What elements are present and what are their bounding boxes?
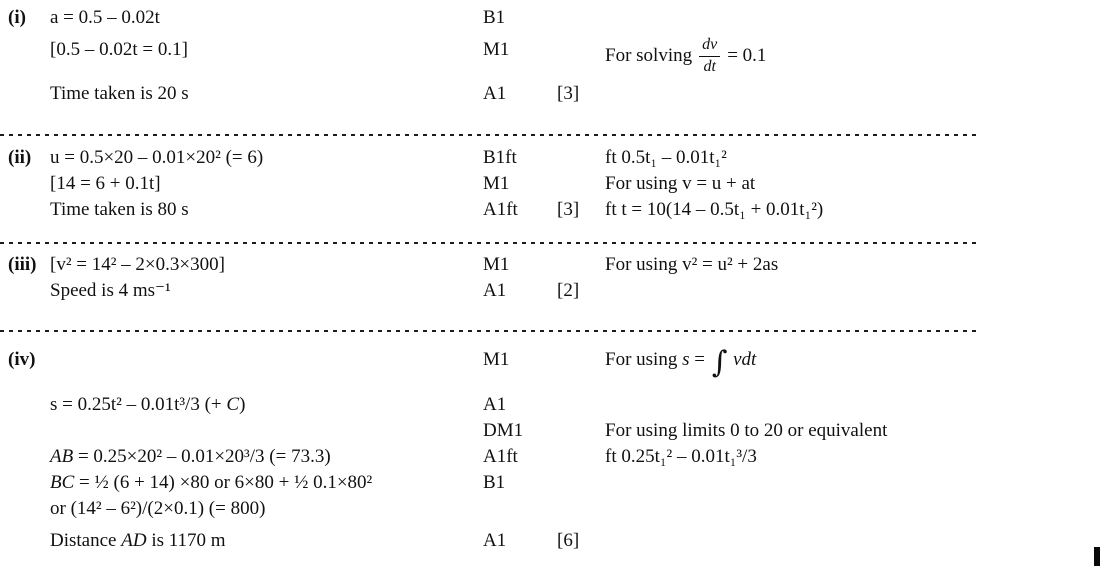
comment-variable: vdt [733, 349, 757, 370]
mark-row: AB = 0.25×20² – 0.01×20³/3 (= 73.3) A1ft… [0, 444, 1100, 470]
examiner-comment: ft t = 10(14 – 0.5t₁ + 0.01t₁²) [605, 199, 824, 220]
working-line: u = 0.5×20 – 0.01×20² (= 6) [50, 147, 264, 168]
mark-row: [14 = 6 + 0.1t] M1 For using v = u + at [0, 171, 1100, 197]
section-iii: (iii) [v² = 14² – 2×0.3×300] M1 For usin… [0, 244, 1100, 330]
examiner-comment: ft 0.25t₁² – 0.01t₁³/3 [605, 446, 757, 467]
working-variable: AD [121, 530, 147, 551]
comment-variable: s [682, 349, 690, 370]
mark-code: B1 [483, 7, 506, 28]
working-line: BC = ½ (6 + 14) ×80 or 6×80 + ½ 0.1×80² [50, 470, 483, 496]
marks-total: [3] [557, 83, 580, 104]
fraction-dv-dt: dv dt [699, 36, 721, 76]
mark-row: (iv) M1 For using s = ∫ vdt [0, 345, 1100, 380]
part-label: (iv) [8, 349, 36, 370]
examiner-comment: For using limits 0 to 20 or equivalent [605, 420, 888, 441]
mark-row: DM1 For using limits 0 to 20 or equivale… [0, 418, 1100, 444]
working-text: ) [239, 394, 246, 415]
working-line: AB = 0.25×20² – 0.01×20³/3 (= 73.3) [50, 444, 483, 470]
mark-code: M1 [483, 173, 510, 194]
comment-text: = 0.1 [727, 45, 767, 66]
examiner-comment: ft 0.5t₁ – 0.01t₁² [605, 147, 727, 168]
working-line: Distance AD is 1170 m [50, 528, 483, 554]
fraction-numerator: dv [699, 36, 721, 57]
examiner-comment: For using v = u + at [605, 173, 756, 194]
marks-total: [2] [557, 280, 580, 301]
examiner-comment: For solving dv dt = 0.1 [605, 31, 1100, 81]
working-text: is 1170 m [146, 530, 226, 551]
working-line: s = 0.25t² – 0.01t³/3 (+ C) [50, 392, 483, 418]
mark-row: (ii) u = 0.5×20 – 0.01×20² (= 6) B1ft ft… [0, 145, 1100, 171]
marks-total: [3] [557, 199, 580, 220]
mark-code: A1 [483, 394, 507, 415]
working-line: or (14² – 6²)/(2×0.1) (= 800) [50, 498, 266, 519]
working-text: Distance [50, 530, 122, 551]
section-i: (i) a = 0.5 – 0.02t B1 [0.5 – 0.02t = 0.… [0, 0, 1100, 134]
working-line: [14 = 6 + 0.1t] [50, 173, 161, 194]
comment-text: = [694, 349, 710, 370]
section-divider [0, 242, 978, 244]
section-divider [0, 134, 978, 136]
working-line: [v² = 14² – 2×0.3×300] [50, 254, 225, 275]
section-divider [0, 330, 978, 332]
mark-row: Time taken is 80 s A1ft [3] ft t = 10(14… [0, 197, 1100, 223]
working-text: = 0.25×20² – 0.01×20³/3 (= 73.3) [73, 446, 331, 467]
part-label: (i) [8, 7, 26, 28]
working-line: [0.5 – 0.02t = 0.1] [50, 39, 188, 60]
mark-code: A1 [483, 280, 507, 301]
working-line: Time taken is 80 s [50, 199, 189, 220]
mark-code: A1ft [483, 446, 518, 467]
mark-row: Distance AD is 1170 m A1 [6] [0, 528, 1100, 554]
working-line: Time taken is 20 s [50, 83, 189, 104]
mark-row: s = 0.25t² – 0.01t³/3 (+ C) A1 [0, 392, 1100, 418]
mark-row: or (14² – 6²)/(2×0.1) (= 800) [0, 496, 1100, 522]
examiner-comment: For using v² = u² + 2as [605, 254, 779, 275]
mark-code: A1 [483, 83, 507, 104]
comment-text: For using [605, 349, 683, 370]
part-label: (ii) [8, 147, 32, 168]
section-ii: (ii) u = 0.5×20 – 0.01×20² (= 6) B1ft ft… [0, 136, 1100, 242]
mark-code: M1 [483, 349, 510, 370]
comment-text: For solving [605, 45, 693, 66]
mark-code: DM1 [483, 420, 524, 441]
part-label: (iii) [8, 254, 37, 275]
mark-row: Speed is 4 ms⁻¹ A1 [2] [0, 278, 1100, 304]
section-iv: (iv) M1 For using s = ∫ vdt s = 0.25t² –… [0, 332, 1100, 554]
examiner-comment: For using s = ∫ vdt [605, 345, 757, 380]
mark-code: A1 [483, 530, 507, 551]
mark-code: B1ft [483, 147, 517, 168]
working-variable: C [226, 394, 240, 415]
mark-row: Time taken is 20 s A1 [3] [0, 81, 1100, 107]
working-text: s = 0.25t² – 0.01t³/3 (+ [50, 394, 227, 415]
mark-code: M1 [483, 254, 510, 275]
mark-code: A1ft [483, 199, 518, 220]
working-text: = ½ (6 + 14) ×80 or 6×80 + ½ 0.1×80² [74, 472, 373, 493]
marks-total: [6] [557, 530, 580, 551]
working-line: Speed is 4 ms⁻¹ [50, 280, 171, 301]
working-variable: BC [50, 472, 75, 493]
mark-row: BC = ½ (6 + 14) ×80 or 6×80 + ½ 0.1×80² … [0, 470, 1100, 496]
mark-row: (i) a = 0.5 – 0.02t B1 [0, 5, 1100, 31]
vertical-gap [0, 373, 1100, 392]
scan-artifact-bar [1094, 547, 1100, 566]
mark-code: M1 [483, 39, 510, 60]
mark-code: B1 [483, 472, 506, 493]
mark-row: [0.5 – 0.02t = 0.1] M1 For solving dv dt… [0, 31, 1100, 81]
working-line: a = 0.5 – 0.02t [50, 7, 160, 28]
working-variable: AB [50, 446, 74, 467]
fraction-denominator: dt [703, 57, 716, 75]
mark-row: (iii) [v² = 14² – 2×0.3×300] M1 For usin… [0, 252, 1100, 278]
